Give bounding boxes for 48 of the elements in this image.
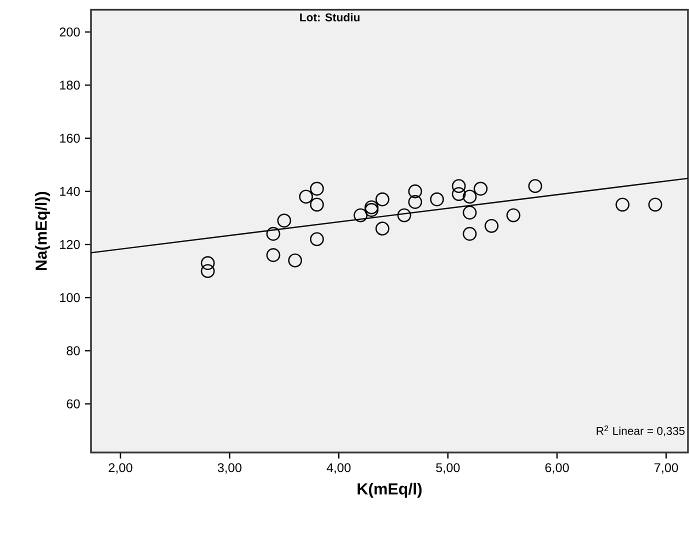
- y-tick-label: 60: [66, 399, 80, 408]
- point: [266, 248, 280, 262]
- point: [452, 187, 466, 202]
- x-tick-label: 3,00: [218, 463, 242, 474]
- point: [397, 208, 412, 222]
- y-tick-label: 160: [60, 134, 80, 143]
- x-tick-label: 2,00: [108, 463, 132, 474]
- x-tick-label: 6,00: [545, 463, 569, 474]
- chart-title: Lot: Studiu: [300, 13, 360, 22]
- point: [430, 192, 444, 206]
- x-tick-label: 5,00: [436, 463, 460, 474]
- y-axis-title: Na(mEq/l)): [35, 192, 50, 270]
- point: [506, 208, 520, 222]
- point: [462, 190, 477, 204]
- point: [408, 195, 422, 209]
- y-tick-label: 100: [60, 293, 80, 302]
- point: [375, 192, 390, 206]
- point: [474, 182, 488, 196]
- point: [299, 190, 313, 204]
- point: [310, 198, 324, 212]
- point: [375, 222, 390, 236]
- y-tick-label: 140: [60, 186, 80, 196]
- point: [310, 232, 324, 246]
- point: [616, 198, 630, 212]
- point: [288, 253, 302, 268]
- point: [310, 182, 324, 196]
- point: [462, 226, 477, 241]
- point: [354, 208, 368, 222]
- point: [364, 203, 378, 217]
- x-tick-label: 7,00: [654, 463, 678, 474]
- y-tick-label: 200: [60, 28, 80, 36]
- y-tick-label: 80: [66, 346, 80, 356]
- annotation: R$^{2}$ Linear = 0,335: [596, 426, 685, 436]
- point: [200, 256, 215, 270]
- point: [484, 218, 499, 233]
- y-tick-label: 120: [60, 240, 80, 249]
- x-axis-title: K(mEq/l): [358, 482, 422, 498]
- point: [277, 214, 292, 228]
- x-tick-label: 4,00: [326, 463, 351, 474]
- point: [200, 264, 215, 278]
- point: [364, 200, 378, 214]
- point: [648, 198, 662, 212]
- point: [452, 179, 466, 194]
- y-tick-label: 180: [60, 80, 80, 90]
- point: [528, 179, 542, 194]
- point: [408, 184, 422, 198]
- point: [266, 226, 280, 241]
- point: [462, 206, 477, 220]
